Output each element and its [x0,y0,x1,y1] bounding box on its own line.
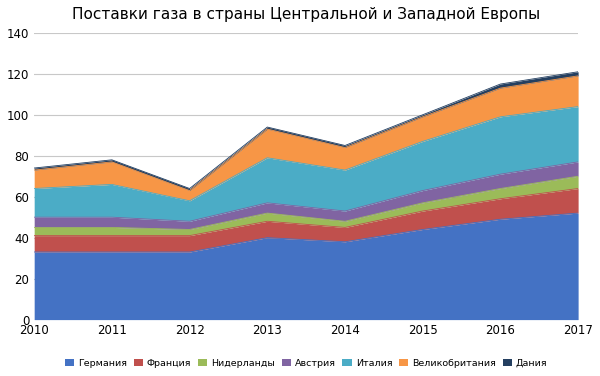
Title: Поставки газа в страны Центральной и Западной Европы: Поставки газа в страны Центральной и Зап… [72,7,540,22]
Legend: Германия, Франция, Нидерланды, Австрия, Италия, Великобритания, Дания: Германия, Франция, Нидерланды, Австрия, … [65,359,548,368]
